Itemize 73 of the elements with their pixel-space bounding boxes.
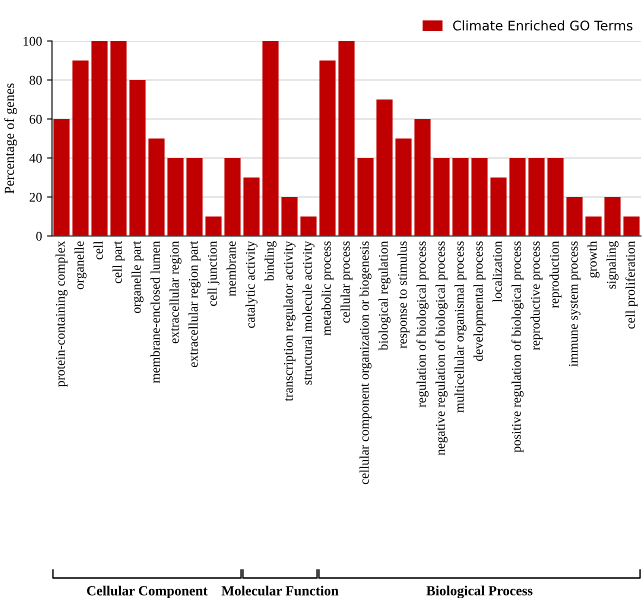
- text: Molecular Function: [222, 586, 338, 596]
- bar: [604, 197, 621, 236]
- bar: [338, 41, 355, 236]
- legend-label: Climate Enriched GO Terms: [453, 20, 632, 31]
- x-tick-label: signaling: [606, 241, 618, 289]
- bar: [243, 178, 260, 236]
- x-tick-label: cell proliferation: [625, 241, 638, 329]
- bar: [528, 158, 545, 236]
- y-tick-label: 80: [30, 76, 42, 85]
- x-tick-label: extracellular region part: [188, 240, 200, 368]
- bar: [452, 158, 469, 236]
- bar: [357, 158, 374, 236]
- bar: [509, 158, 526, 236]
- bar: [262, 41, 279, 236]
- x-tick-label: growth: [588, 241, 600, 278]
- x-tick-label: catalytic activity: [246, 240, 258, 328]
- bar: [490, 178, 507, 236]
- bar: [319, 60, 336, 236]
- x-tick-label: response to stimulus: [398, 241, 410, 348]
- x-tick-label: localization: [492, 241, 502, 302]
- bar: [433, 158, 450, 236]
- x-tick-label: cellular component organization or biogenesis: [360, 241, 372, 484]
- bar: [414, 119, 431, 236]
- bar: [585, 216, 602, 236]
- bar: [300, 216, 317, 236]
- bar: [53, 119, 70, 236]
- y-axis-title: Percentage of genes: [4, 83, 17, 194]
- text: Cellular Component: [87, 586, 208, 598]
- bar: [167, 158, 184, 236]
- x-tick-label: multicellular organismal process: [454, 241, 466, 413]
- x-tick-label: membrane-enclosed lumen: [150, 241, 160, 384]
- x-tick-label: negative regulation of biological process: [435, 241, 448, 456]
- bar: [205, 216, 222, 236]
- bar: [547, 158, 564, 236]
- bar: [566, 197, 583, 236]
- x-tick-label: cell junction: [208, 241, 220, 306]
- x-tick-label: transcription regulator activity: [284, 240, 296, 402]
- bar: [224, 158, 241, 236]
- x-tick-label: membrane: [226, 241, 236, 296]
- bar: [91, 41, 108, 236]
- x-tick-label: metabolic process: [322, 241, 334, 336]
- x-tick-label: extracellular region: [170, 241, 182, 344]
- x-tick-label: cell part: [112, 240, 124, 284]
- x-tick-label: cellular process: [340, 241, 352, 323]
- bar: [186, 158, 203, 236]
- x-tick-label: organelle: [74, 241, 86, 290]
- x-tick-label: immune system process: [568, 241, 580, 367]
- bar: [110, 41, 127, 236]
- bar: [471, 158, 488, 236]
- y-tick-label: 60: [30, 114, 42, 124]
- x-tick-label: developmental process: [474, 241, 486, 361]
- bar: [281, 197, 298, 236]
- bar: [395, 138, 412, 236]
- x-tick-label: organelle part: [132, 240, 144, 314]
- y-tick-label: 20: [30, 192, 42, 202]
- bar: [129, 80, 146, 236]
- x-tick-label: cell: [94, 241, 103, 260]
- y-tick-label: 0: [36, 232, 42, 241]
- x-tick-label: binding: [264, 241, 276, 282]
- y-tick-label: 40: [29, 154, 42, 163]
- text: Biological Process: [426, 586, 532, 598]
- x-tick-label: protein-containing complex: [56, 241, 68, 387]
- bar: [148, 138, 165, 236]
- x-tick-label: reproductive process: [530, 241, 542, 350]
- x-tick-label: regulation of biological process: [416, 241, 429, 408]
- y-tick-label: 100: [24, 36, 42, 46]
- x-tick-label: biological regulation: [378, 241, 390, 350]
- bar: [72, 60, 89, 236]
- x-tick-label: positive regulation of biological process: [511, 241, 524, 452]
- bar: [376, 100, 393, 236]
- x-tick-label: reproduction: [550, 241, 562, 308]
- bar: [623, 216, 640, 236]
- x-tick-label: structural molecule activity: [302, 240, 314, 385]
